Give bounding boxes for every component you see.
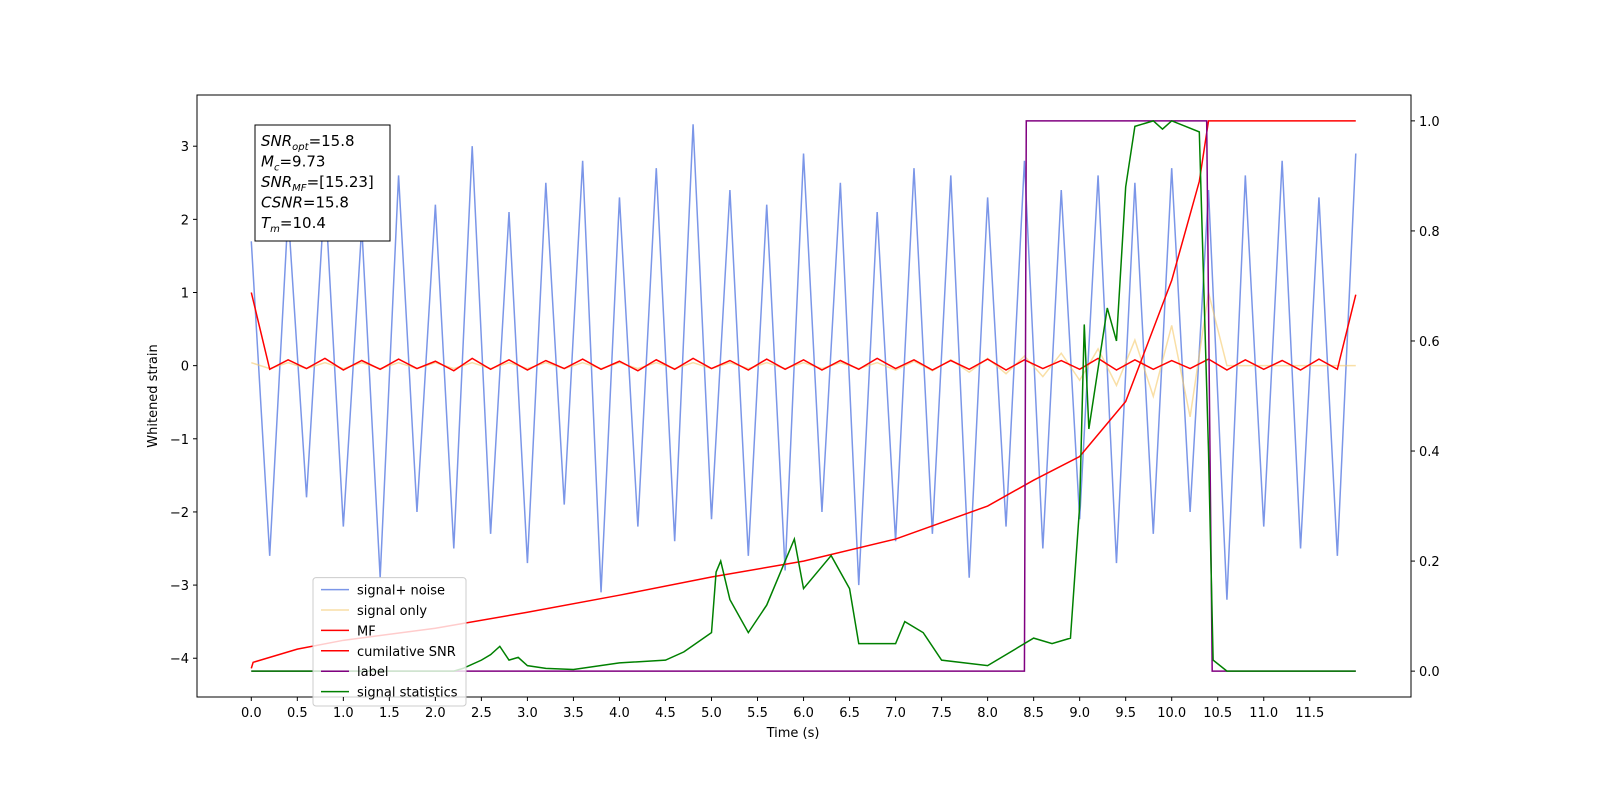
x-tick-label: 2.0 bbox=[425, 706, 446, 721]
series-line bbox=[251, 119, 1356, 672]
y-tick-label: −3 bbox=[170, 579, 189, 594]
annotation-symbol: SNR bbox=[261, 132, 292, 150]
x-tick-label: 8.0 bbox=[977, 706, 998, 721]
x-tick-label: 7.0 bbox=[885, 706, 906, 721]
annotation: CSNR=15.8 bbox=[261, 194, 349, 212]
y-tick-label: 1 bbox=[181, 286, 189, 301]
annotation-sub: m bbox=[270, 224, 280, 235]
annotation-text: =15.8 bbox=[303, 194, 349, 212]
legend: signal+ noise signal only MF cumilative SNR… bbox=[312, 577, 467, 707]
annotation-text: =15.8 bbox=[309, 132, 355, 150]
series-line bbox=[250, 292, 1357, 372]
x-tick-label: 9.0 bbox=[1069, 706, 1090, 721]
x-tick-label: 10.0 bbox=[1157, 706, 1186, 721]
annotation-box: SNRopt=15.8Mc=9.73SNRMF=[15.23]CSNR=15.8… bbox=[254, 124, 391, 242]
x-tick-label: 0.5 bbox=[287, 706, 308, 721]
x-tick-label: 10.5 bbox=[1203, 706, 1232, 721]
y-tick-label: 2 bbox=[181, 213, 189, 228]
x-tick-label: 6.5 bbox=[839, 706, 860, 721]
x-tick-label: 4.5 bbox=[655, 706, 676, 721]
annotation-text: =[15.23] bbox=[307, 173, 374, 191]
x-tick-label: 9.5 bbox=[1115, 706, 1136, 721]
x-tick-label: 3.0 bbox=[517, 706, 538, 721]
x-tick-label: 8.5 bbox=[1023, 706, 1044, 721]
y2-tick-label: 1.0 bbox=[1419, 115, 1440, 130]
y2-tick-label: 0.0 bbox=[1419, 665, 1440, 680]
legend-label: MF bbox=[357, 624, 376, 639]
annotation-symbol: SNR bbox=[261, 173, 292, 191]
y2-tick-label: 0.4 bbox=[1419, 445, 1440, 460]
y-axis-label: Whitened strain bbox=[146, 344, 161, 447]
series-line bbox=[251, 292, 1356, 417]
annotation: SNRopt=15.8 bbox=[261, 132, 355, 153]
y2-tick-label: 0.6 bbox=[1419, 335, 1440, 350]
y-tick-label: 3 bbox=[181, 140, 189, 155]
y2-tick-label: 0.2 bbox=[1419, 555, 1440, 570]
x-tick-label: 11.0 bbox=[1249, 706, 1278, 721]
annotation-text: =10.4 bbox=[280, 214, 326, 232]
annotation-symbol: M bbox=[261, 153, 274, 171]
legend-label: signal+ noise bbox=[357, 584, 445, 599]
annotation-frame bbox=[254, 124, 391, 242]
legend-label: signal only bbox=[357, 604, 427, 619]
annotation-symbol: T bbox=[261, 214, 272, 232]
series-line bbox=[250, 124, 1357, 600]
annotation-sub: opt bbox=[292, 142, 309, 153]
x-tick-label: 1.5 bbox=[379, 706, 400, 721]
legend-label: label bbox=[357, 665, 388, 680]
y-tick-label: −1 bbox=[170, 433, 189, 448]
y2-tick-label: 0.8 bbox=[1419, 225, 1440, 240]
annotation-sub: MF bbox=[292, 183, 307, 194]
annotation: Tm=10.4 bbox=[261, 214, 326, 235]
x-tick-label: 3.5 bbox=[563, 706, 584, 721]
x-tick-label: 7.5 bbox=[931, 706, 952, 721]
y-tick-label: −4 bbox=[170, 652, 189, 667]
legend-label: signal statistics bbox=[357, 686, 458, 701]
x-tick-label: 5.0 bbox=[701, 706, 722, 721]
y-tick-label: −2 bbox=[170, 506, 189, 521]
x-tick-label: 1.0 bbox=[333, 706, 354, 721]
legend-frame bbox=[312, 577, 467, 707]
annotation-text: =9.73 bbox=[279, 153, 325, 171]
annotation-sub: c bbox=[274, 163, 280, 174]
annotation: Mc=9.73 bbox=[261, 153, 325, 174]
legend-label: cumilative SNR bbox=[357, 645, 456, 660]
x-axis-label: Time (s) bbox=[766, 726, 820, 741]
x-tick-label: 11.5 bbox=[1295, 706, 1324, 721]
annotation: SNRMF=[15.23] bbox=[261, 173, 374, 194]
x-tick-label: 4.0 bbox=[609, 706, 630, 721]
x-tick-label: 6.0 bbox=[793, 706, 814, 721]
x-tick-label: 2.5 bbox=[471, 706, 492, 721]
y-tick-label: 0 bbox=[181, 360, 189, 375]
x-tick-label: 5.5 bbox=[747, 706, 768, 721]
annotation-symbol: CSNR bbox=[261, 194, 303, 212]
x-tick-label: 0.0 bbox=[241, 706, 262, 721]
